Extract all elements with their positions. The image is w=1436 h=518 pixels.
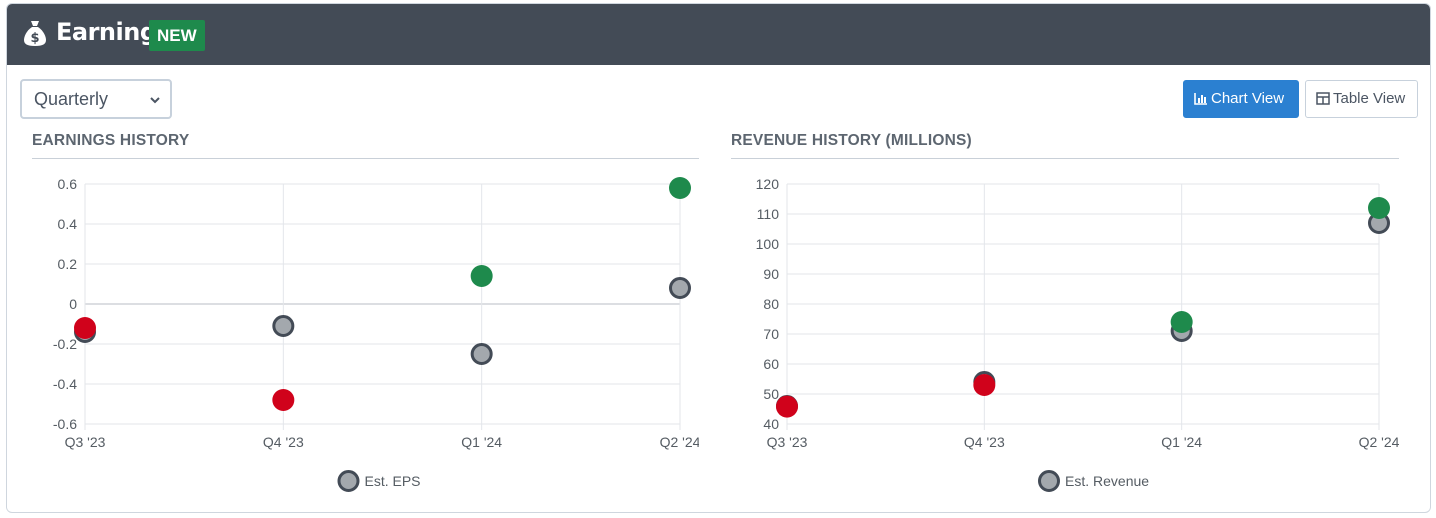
earnings-history-chart: EARNINGS HISTORY 0.6 0.4 0.2 0 -0.2 -0.4 -0.6 Q… <box>32 132 701 504</box>
y-tick-label: 70 <box>763 326 779 342</box>
chevron-down-icon <box>150 97 160 104</box>
revenue-history-chart: REVENUE HISTORY (MILLIONS) 120 110 100 90 80… <box>731 132 1400 504</box>
actual-point <box>776 395 798 418</box>
legend-label: Est. Revenue <box>1065 473 1149 489</box>
y-tick-label: 120 <box>756 176 780 192</box>
earnings-chart-title: EARNINGS HISTORY <box>32 132 699 159</box>
y-tick-label: 0.4 <box>58 216 78 232</box>
bar-chart-icon <box>1194 93 1207 105</box>
actual-point <box>74 317 96 339</box>
actual-point <box>669 177 691 199</box>
x-tick-label: Q2 '24 <box>1359 434 1399 450</box>
x-tick-label: Q1 '24 <box>1161 434 1202 450</box>
table-icon <box>1316 92 1330 105</box>
y-tick-label: 0.6 <box>58 176 78 192</box>
x-tick-label: Q1 '24 <box>461 434 502 450</box>
actual-point <box>272 389 295 411</box>
y-tick-label: 50 <box>763 386 779 402</box>
period-select[interactable]: Quarterly <box>20 79 172 119</box>
x-tick-label: Q4 '23 <box>263 434 304 450</box>
y-tick-label: -0.4 <box>53 376 77 392</box>
actual-point <box>973 374 996 396</box>
period-select-value: Quarterly <box>34 89 109 109</box>
estimate-point <box>669 277 691 299</box>
x-tick-label: Q3 '23 <box>65 434 106 450</box>
x-tick-label: Q2 '24 <box>660 434 699 450</box>
estimate-point <box>272 315 295 337</box>
chart-view-label: Chart View <box>1211 90 1285 107</box>
y-tick-label: 40 <box>763 416 779 432</box>
estimate-point <box>470 343 493 365</box>
y-tick-label: -0.6 <box>53 416 77 432</box>
y-tick-label: 0 <box>69 296 77 312</box>
legend-marker <box>1038 470 1060 492</box>
panel-header: $ Earnings NEW <box>7 4 1430 65</box>
legend-label: Est. EPS <box>365 473 421 489</box>
revenue-chart-svg: 120 110 100 90 80 70 60 50 40 Q3 '23 Q4 '23 Q1 '24 Q… <box>756 176 1400 492</box>
y-tick-label: 100 <box>756 236 780 252</box>
earnings-chart-svg: 0.6 0.4 0.2 0 -0.2 -0.4 -0.6 Q3 '23 Q4 '23 Q1 '24… <box>53 176 701 492</box>
earnings-panel: $ Earnings NEW Quarterly Chart View Tabl… <box>6 3 1431 513</box>
actual-point <box>470 265 493 287</box>
y-tick-label: 110 <box>757 206 780 222</box>
table-view-label: Table View <box>1333 90 1406 107</box>
x-tick-label: Q3 '23 <box>767 434 808 450</box>
x-tick-label: Q4 '23 <box>964 434 1005 450</box>
y-tick-label: 80 <box>763 296 779 312</box>
actual-point <box>1368 197 1390 219</box>
revenue-chart-title: REVENUE HISTORY (MILLIONS) <box>731 132 1399 159</box>
money-bag-icon: $ <box>24 21 46 46</box>
chart-view-button[interactable]: Chart View <box>1183 80 1299 118</box>
y-tick-label: -0.2 <box>53 336 77 352</box>
svg-text:$: $ <box>30 31 39 46</box>
actual-point <box>1170 311 1193 333</box>
y-tick-label: 90 <box>763 266 779 282</box>
legend-marker <box>337 470 360 492</box>
y-tick-label: 0.2 <box>58 256 78 272</box>
y-tick-label: 60 <box>763 356 779 372</box>
new-badge: NEW <box>149 20 205 51</box>
table-view-button[interactable]: Table View <box>1305 80 1418 118</box>
